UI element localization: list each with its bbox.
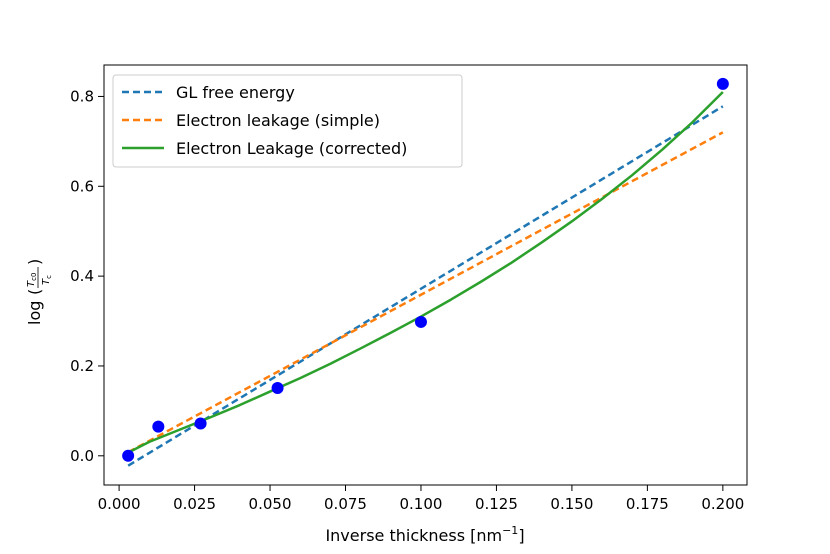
data-point [271, 381, 284, 394]
x-tick-label: 0.175 [626, 495, 669, 513]
legend-label-electron-leakage-simple: Electron leakage (simple) [176, 111, 380, 130]
x-tick-label: 0.075 [324, 495, 367, 513]
data-point [122, 449, 135, 462]
series-line-gl-free-energy [127, 105, 724, 467]
y-axis-ticks: 0.0 0.2 0.4 0.6 0.8 [70, 87, 104, 465]
data-point [414, 315, 427, 328]
legend: GL free energy Electron leakage (simple)… [112, 74, 463, 168]
y-label-close-paren: ) [25, 259, 44, 265]
y-tick-label: 0.8 [70, 87, 94, 105]
y-tick-label: 0.4 [70, 267, 94, 285]
series-line-electron-leakage-simple [127, 131, 724, 454]
x-tick-label: 0.100 [399, 495, 442, 513]
legend-label-electron-leakage-corrected: Electron Leakage (corrected) [176, 139, 407, 158]
legend-label-gl-free-energy: GL free energy [176, 83, 295, 102]
y-label-denominator: Tc [41, 275, 53, 285]
x-axis-label: Inverse thickness [nm−1] [325, 524, 524, 545]
data-point [194, 417, 207, 430]
y-label-open-paren: ( [25, 289, 44, 295]
x-tick-label: 0.050 [249, 495, 292, 513]
y-tick-label: 0.2 [70, 357, 94, 375]
y-tick-label: 0.6 [70, 177, 94, 195]
plot-area [122, 77, 729, 467]
x-tick-label: 0.150 [550, 495, 593, 513]
y-label-numerator: Tc0 [26, 273, 38, 287]
y-axis-label: log ( Tc0 Tc ) [25, 259, 53, 325]
x-tick-label: 0.200 [701, 495, 744, 513]
x-tick-label: 0.025 [173, 495, 216, 513]
data-point [716, 77, 729, 90]
x-axis-ticks: 0.000 0.025 0.050 0.075 0.100 0.125 0.150 0.175… [98, 485, 744, 513]
data-point [152, 420, 165, 433]
x-tick-label: 0.125 [475, 495, 518, 513]
legend-frame [112, 74, 463, 168]
y-label-log: log [25, 301, 44, 325]
y-tick-label: 0.0 [70, 447, 94, 465]
x-tick-label: 0.000 [98, 495, 141, 513]
axes-frame [103, 64, 748, 486]
